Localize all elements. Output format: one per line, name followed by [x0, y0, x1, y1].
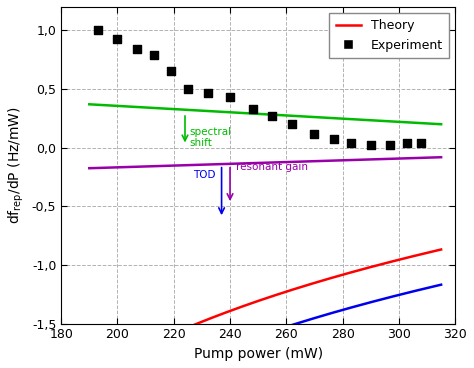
- Point: [347, 140, 355, 146]
- Point: [403, 140, 411, 146]
- Point: [133, 46, 141, 52]
- Point: [288, 121, 296, 127]
- Point: [268, 113, 276, 119]
- Point: [367, 142, 374, 148]
- Point: [184, 86, 191, 92]
- Point: [330, 137, 338, 142]
- Text: TOD: TOD: [193, 170, 216, 180]
- Point: [226, 94, 234, 100]
- Text: resonant gain: resonant gain: [236, 162, 308, 172]
- Point: [94, 28, 101, 33]
- Point: [249, 106, 256, 112]
- X-axis label: Pump power (mW): Pump power (mW): [193, 347, 323, 361]
- Point: [114, 36, 121, 42]
- Point: [204, 90, 211, 96]
- Legend: Theory, Experiment: Theory, Experiment: [329, 13, 449, 58]
- Point: [387, 142, 394, 148]
- Point: [310, 131, 318, 137]
- Point: [150, 52, 158, 58]
- Point: [167, 68, 175, 74]
- Y-axis label: df$_\mathrm{rep}$/dP (Hz/mW): df$_\mathrm{rep}$/dP (Hz/mW): [7, 106, 26, 224]
- Text: spectral
shift: spectral shift: [189, 127, 231, 148]
- Point: [418, 140, 425, 146]
